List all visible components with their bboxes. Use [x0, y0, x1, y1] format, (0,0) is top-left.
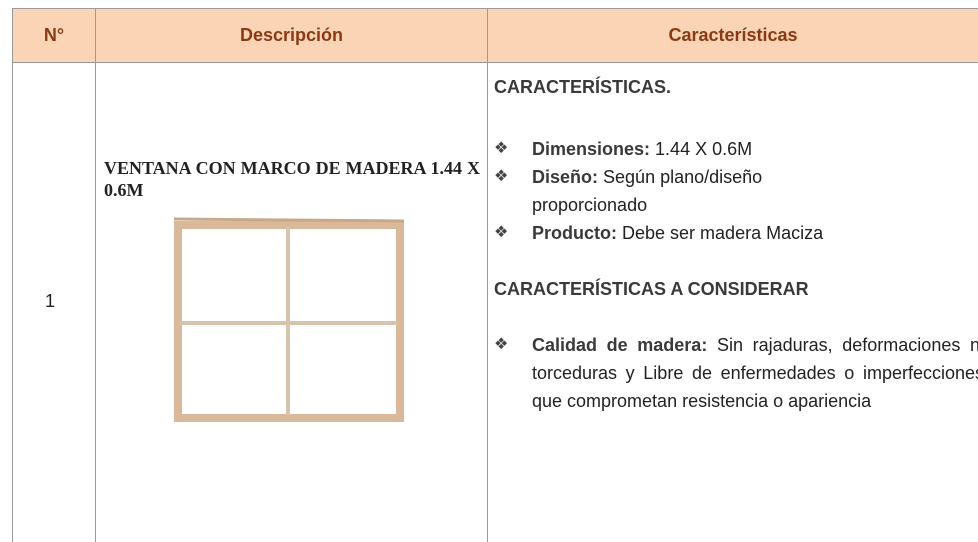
header-cell: N° — [12, 8, 95, 63]
header-text: Descripción — [239, 25, 344, 45]
feature-text: Debe ser madera Maciza — [622, 223, 824, 243]
feature-label: Producto: — [532, 223, 617, 243]
feature-item: ❖ Producto: Debe ser madera Maciza — [494, 223, 824, 243]
number-cell: 1 — [12, 62, 95, 542]
header-cell: Descripción — [95, 8, 487, 63]
features-heading: CARACTERÍSTICAS A CONSIDERAR — [494, 279, 809, 299]
feature-label: Dimensiones: — [532, 139, 651, 159]
feature-text: Sin rajaduras, deformaciones ni torcedur… — [532, 335, 978, 411]
feature-item: ❖ Calidad de madera: Sin rajaduras, defor… — [494, 331, 978, 415]
feature-item: ❖ Dimensiones: 1.44 X 0.6M — [494, 139, 753, 159]
features-cell: CARACTERÍSTICAS. ❖ Dimensiones: 1.44 X 0.… — [487, 62, 978, 542]
features-heading: CARACTERÍSTICAS. — [494, 77, 672, 97]
header-text: N° — [43, 25, 65, 45]
feature-label: Calidad de madera: — [532, 335, 708, 355]
window-frame — [174, 221, 404, 422]
description-cell: VENTANA CON MARCO DE MADERA 1.44 X 0.6M — [95, 62, 487, 542]
window-image — [173, 217, 405, 422]
header-text: Características — [668, 25, 798, 45]
description: VENTANA CON MARCO DE MADERA 1.44 X 0.6M — [104, 158, 480, 200]
feature-text: 1.44 X 0.6M — [655, 139, 753, 159]
header-cell: Características — [487, 8, 978, 63]
feature-label: Diseño: — [532, 167, 599, 187]
window-top — [173, 217, 405, 223]
feature-item: ❖ Diseño: Según plano/diseño proporcionad… — [494, 167, 763, 215]
row-number: 1 — [45, 291, 56, 311]
feature-text: Según plano/diseño proporcionado — [532, 167, 763, 215]
